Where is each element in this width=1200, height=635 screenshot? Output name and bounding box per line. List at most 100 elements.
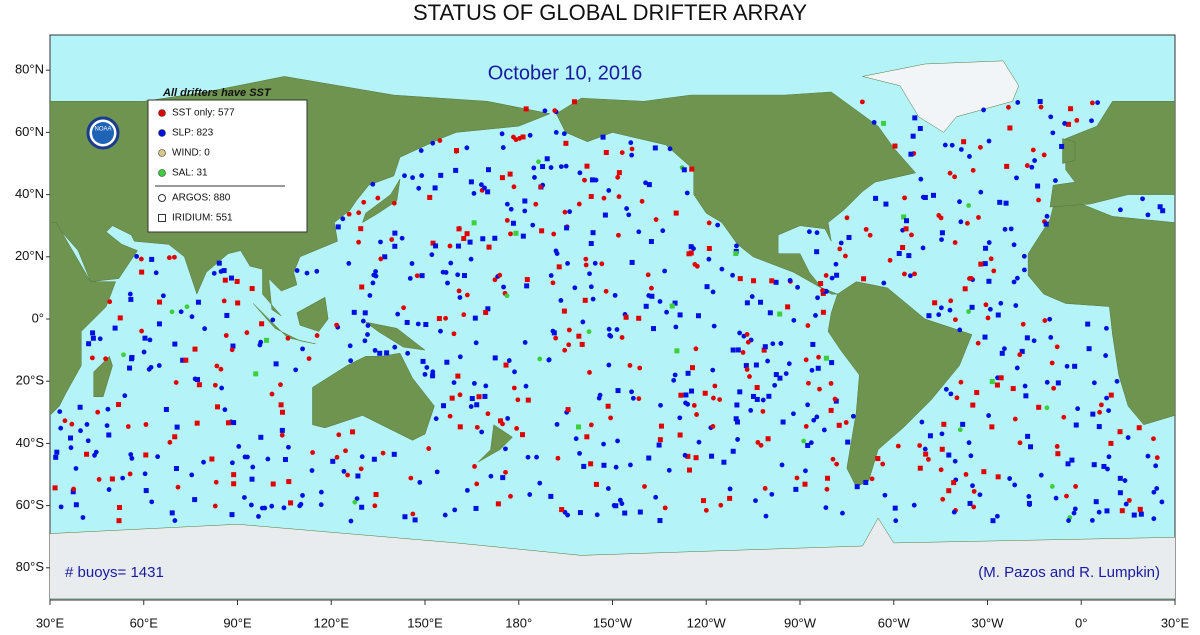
drifter-iridium bbox=[143, 488, 149, 494]
drifter-argos bbox=[548, 273, 554, 278]
drifter-iridium bbox=[548, 493, 554, 499]
buoy-count: # buoys= 1431 bbox=[65, 564, 164, 581]
drifter-iridium bbox=[77, 404, 83, 410]
drifter-argos bbox=[1050, 130, 1056, 136]
drifter-argos bbox=[236, 443, 242, 449]
drifter-argos bbox=[806, 380, 811, 386]
drifter-iridium bbox=[613, 503, 619, 509]
drifter-argos bbox=[416, 185, 422, 191]
drifter-argos bbox=[684, 190, 690, 196]
drifter-iridium bbox=[1028, 444, 1034, 450]
drifter-argos bbox=[153, 270, 159, 276]
drifter-argos bbox=[1151, 516, 1157, 522]
drifter-iridium bbox=[467, 239, 473, 245]
drifter-iridium bbox=[73, 502, 79, 508]
drifter-argos bbox=[143, 422, 149, 427]
drifter-iridium bbox=[1117, 475, 1123, 481]
drifter-argos bbox=[242, 454, 248, 460]
drifter-argos bbox=[613, 464, 619, 470]
drifter-argos bbox=[832, 396, 838, 402]
drifter-argos bbox=[783, 371, 789, 377]
drifter-argos bbox=[682, 452, 688, 458]
drifter-iridium bbox=[1101, 463, 1107, 469]
drifter-argos bbox=[806, 229, 812, 235]
drifter-argos bbox=[511, 184, 517, 190]
drifter-argos bbox=[981, 107, 986, 113]
drifter-iridium bbox=[476, 394, 482, 400]
drifter-iridium bbox=[721, 459, 727, 465]
drifter-iridium bbox=[513, 230, 519, 236]
landmass bbox=[50, 222, 116, 416]
drifter-iridium bbox=[579, 341, 585, 347]
drifter-iridium bbox=[485, 167, 491, 173]
drifter-argos bbox=[734, 243, 739, 249]
drifter-argos bbox=[380, 450, 386, 456]
drifter-argos bbox=[375, 195, 381, 201]
drifter-argos bbox=[401, 305, 406, 311]
drifter-iridium bbox=[828, 407, 834, 413]
drifter-argos bbox=[815, 295, 820, 301]
drifter-iridium bbox=[767, 310, 773, 316]
drifter-iridium bbox=[923, 451, 929, 457]
legend-label: SLP: 823 bbox=[172, 128, 214, 139]
drifter-argos bbox=[399, 235, 405, 241]
drifter-iridium bbox=[735, 419, 741, 425]
drifter-argos bbox=[456, 288, 462, 294]
drifter-argos bbox=[968, 453, 974, 459]
drifter-argos bbox=[821, 427, 827, 433]
drifter-iridium bbox=[997, 199, 1003, 205]
drifter-argos bbox=[378, 239, 383, 245]
drifter-iridium bbox=[520, 134, 526, 140]
drifter-iridium bbox=[225, 420, 231, 426]
drifter-argos bbox=[606, 326, 612, 332]
drifter-argos bbox=[627, 362, 633, 368]
drifter-argos bbox=[1117, 207, 1123, 213]
drifter-argos bbox=[492, 277, 498, 283]
lat-label: 40°S bbox=[16, 435, 45, 450]
drifter-argos bbox=[471, 190, 477, 196]
drifter-argos bbox=[553, 248, 559, 254]
lon-label: 0° bbox=[1075, 615, 1087, 630]
drifter-argos bbox=[105, 406, 111, 412]
drifter-argos bbox=[909, 232, 914, 238]
drifter-argos bbox=[525, 454, 531, 460]
drifter-iridium bbox=[575, 424, 581, 430]
drifter-iridium bbox=[433, 243, 439, 249]
drifter-argos bbox=[464, 145, 470, 151]
drifter-argos bbox=[443, 270, 449, 275]
drifter-iridium bbox=[106, 432, 112, 438]
drifter-argos bbox=[281, 505, 287, 511]
drifter-iridium bbox=[744, 300, 750, 306]
drifter-argos bbox=[1024, 163, 1030, 168]
drifter-argos bbox=[166, 255, 172, 261]
drifter-iridium bbox=[1073, 422, 1079, 428]
drifter-argos bbox=[415, 321, 421, 327]
drifter-iridium bbox=[1157, 204, 1163, 210]
drifter-iridium bbox=[169, 510, 175, 516]
drifter-argos bbox=[422, 371, 428, 377]
drifter-iridium bbox=[970, 402, 976, 408]
landmass bbox=[827, 281, 973, 488]
drifter-argos bbox=[820, 288, 825, 293]
drifter-iridium bbox=[582, 297, 588, 303]
drifter-argos bbox=[485, 411, 491, 417]
drifter-iridium bbox=[1138, 511, 1144, 517]
drifter-iridium bbox=[402, 514, 408, 520]
drifter-iridium bbox=[286, 479, 292, 485]
drifter-iridium bbox=[194, 377, 200, 383]
landmass bbox=[50, 517, 1175, 600]
drifter-argos bbox=[601, 195, 607, 201]
drifter-argos bbox=[737, 330, 743, 336]
drifter-iridium bbox=[192, 497, 198, 503]
drifter-iridium bbox=[969, 304, 975, 310]
drifter-iridium bbox=[636, 315, 642, 321]
drifter-iridium bbox=[258, 434, 264, 440]
drifter-iridium bbox=[259, 321, 265, 327]
drifter-argos bbox=[971, 504, 977, 510]
drifter-iridium bbox=[946, 488, 952, 494]
drifter-argos bbox=[433, 416, 439, 422]
drifter-argos bbox=[372, 347, 378, 353]
drifter-argos bbox=[414, 273, 420, 279]
drifter-iridium bbox=[785, 304, 791, 310]
drifter-argos bbox=[479, 429, 485, 435]
